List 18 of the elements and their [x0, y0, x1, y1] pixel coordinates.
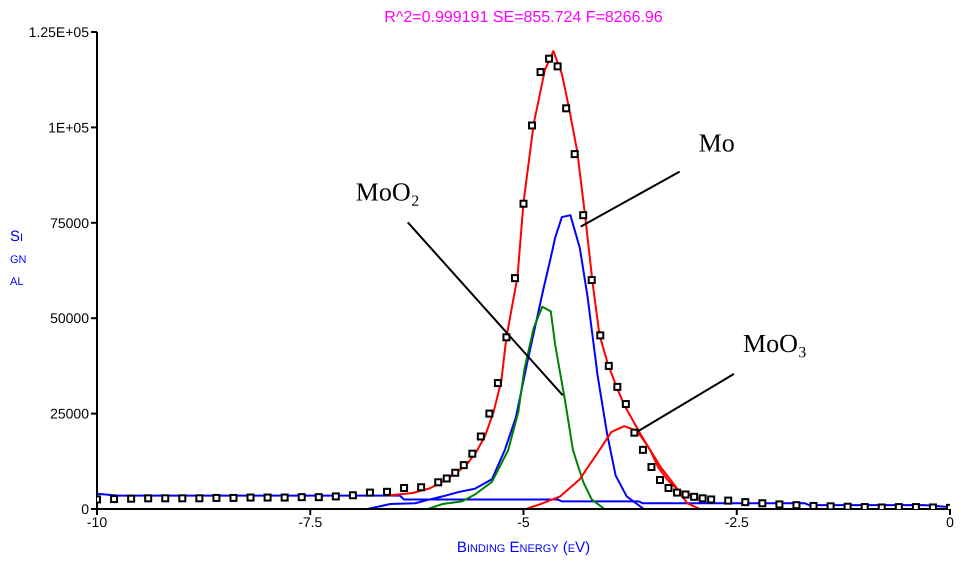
x-axis-title: Binding Energy (eV) — [456, 539, 592, 556]
x-tick-label: -2.5 — [724, 514, 750, 530]
annotation: MoO₂ — [356, 177, 420, 206]
annotation: MoO₃ — [742, 328, 807, 358]
y-tick-label: 25000 — [50, 406, 90, 422]
x-tick-label: -10 — [86, 514, 108, 530]
line-series — [426, 306, 606, 509]
y-tick-label: 75000 — [50, 214, 90, 231]
annotation: Mo — [698, 128, 735, 158]
x-tick-label: -7.5 — [298, 514, 323, 530]
y-tick-label: 0 — [81, 500, 90, 517]
y-tick-label: 50000 — [50, 310, 90, 326]
y-tick-label: 1E+05 — [48, 119, 90, 136]
x-tick-label: 0 — [946, 514, 954, 530]
y-axis-title: Signal — [10, 227, 27, 291]
chart-title: R^2=0.999191 SE=855.724 F=8266.96 — [383, 8, 664, 28]
y-tick-label: 1.25E+05 — [28, 24, 90, 40]
x-tick-label: -5 — [517, 514, 530, 530]
